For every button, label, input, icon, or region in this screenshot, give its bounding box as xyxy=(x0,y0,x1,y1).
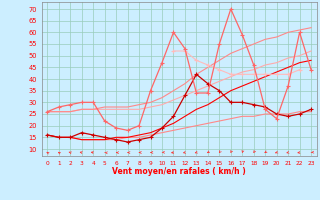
X-axis label: Vent moyen/en rafales ( km/h ): Vent moyen/en rafales ( km/h ) xyxy=(112,167,246,176)
